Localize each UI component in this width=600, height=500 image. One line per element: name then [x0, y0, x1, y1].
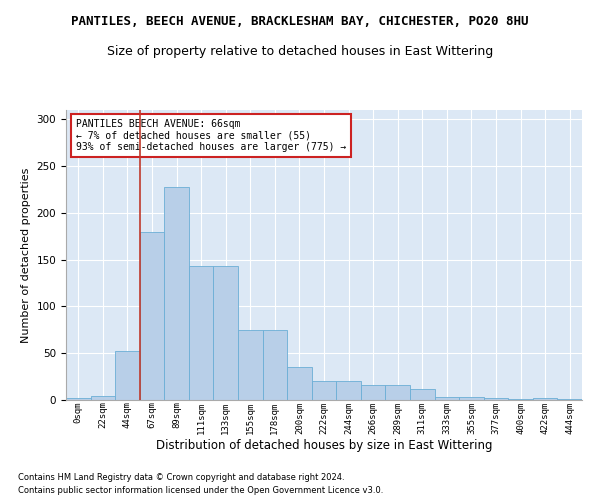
Bar [385, 385, 410, 400]
X-axis label: Distribution of detached houses by size in East Wittering: Distribution of detached houses by size … [156, 439, 492, 452]
Bar [66, 398, 91, 400]
Bar [361, 385, 385, 400]
Text: PANTILES, BEECH AVENUE, BRACKLESHAM BAY, CHICHESTER, PO20 8HU: PANTILES, BEECH AVENUE, BRACKLESHAM BAY,… [71, 15, 529, 28]
Text: Size of property relative to detached houses in East Wittering: Size of property relative to detached ho… [107, 45, 493, 58]
Bar [484, 398, 508, 400]
Bar [533, 398, 557, 400]
Bar [434, 397, 459, 400]
Y-axis label: Number of detached properties: Number of detached properties [21, 168, 31, 342]
Bar [189, 266, 214, 400]
Text: Contains HM Land Registry data © Crown copyright and database right 2024.: Contains HM Land Registry data © Crown c… [18, 474, 344, 482]
Bar [214, 266, 238, 400]
Bar [164, 186, 189, 400]
Text: Contains public sector information licensed under the Open Government Licence v3: Contains public sector information licen… [18, 486, 383, 495]
Bar [238, 330, 263, 400]
Bar [557, 399, 582, 400]
Bar [336, 382, 361, 400]
Text: PANTILES BEECH AVENUE: 66sqm
← 7% of detached houses are smaller (55)
93% of sem: PANTILES BEECH AVENUE: 66sqm ← 7% of det… [76, 118, 347, 152]
Bar [508, 399, 533, 400]
Bar [263, 330, 287, 400]
Bar [91, 396, 115, 400]
Bar [140, 232, 164, 400]
Bar [287, 368, 312, 400]
Bar [115, 352, 140, 400]
Bar [410, 389, 434, 400]
Bar [459, 397, 484, 400]
Bar [312, 382, 336, 400]
